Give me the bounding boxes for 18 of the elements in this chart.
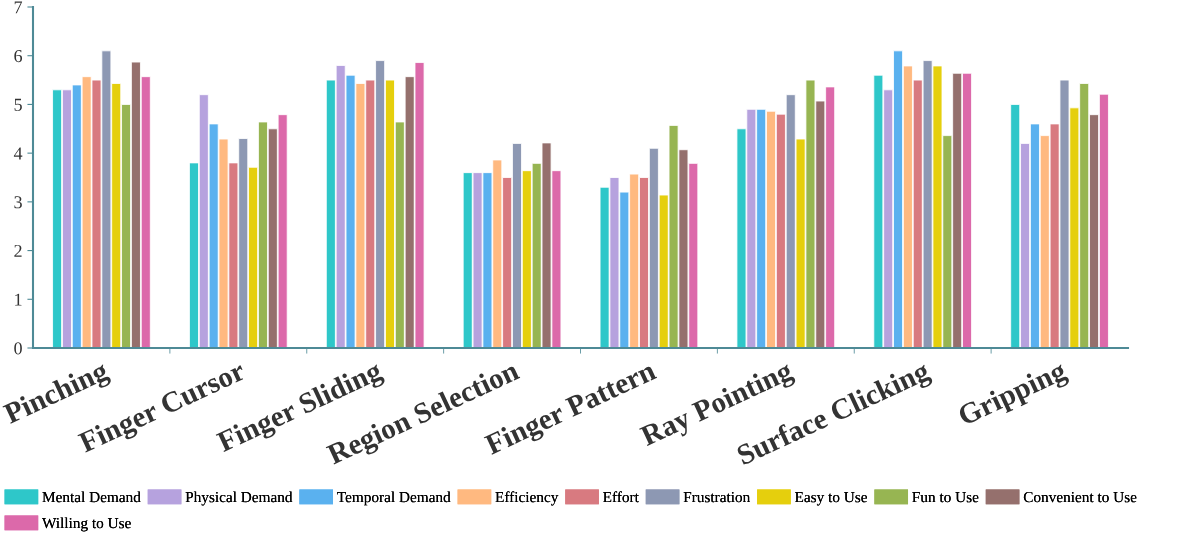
- legend-label: Frustration: [683, 491, 751, 503]
- legend-label: Easy to Use: [794, 492, 867, 506]
- legend-label: Convenient to Use: [1023, 491, 1137, 503]
- legend-label: Willing to Use: [42, 517, 131, 532]
- y-tick-label: 4: [13, 147, 23, 160]
- y-tick-label: 5: [14, 98, 22, 111]
- y-tick-label: 0: [14, 342, 22, 355]
- legend-label: Physical Demand: [185, 491, 293, 506]
- legend-label: Effort: [603, 491, 639, 503]
- legend-label: Efficiency: [495, 491, 559, 506]
- y-tick-label: 7: [14, 1, 23, 14]
- legend-label: Temporal Demand: [337, 491, 451, 506]
- y-tick-label: 6: [14, 50, 23, 63]
- legend-label: Fun to Use: [912, 492, 979, 503]
- y-tick-label: 3: [14, 196, 22, 209]
- y-tick-label: 1: [15, 293, 22, 306]
- y-tick-label: 2: [14, 244, 22, 257]
- legend-label: Mental Demand: [42, 491, 141, 503]
